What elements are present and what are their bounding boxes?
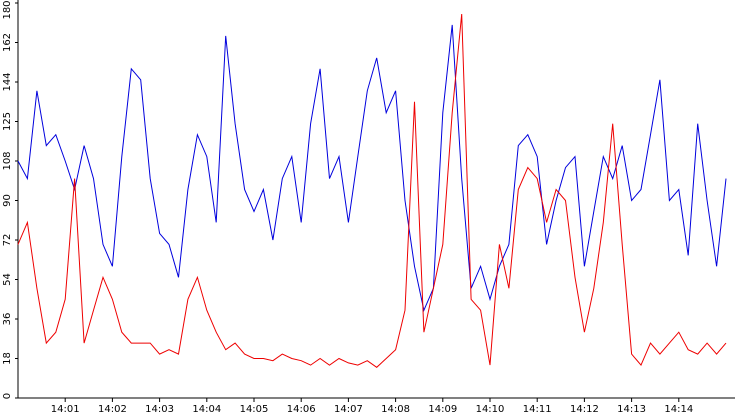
series-line [17, 13, 727, 368]
y-tick-label: 162 [2, 33, 13, 52]
y-tick-label: 0 [2, 393, 13, 399]
y-tick-label: 180 [2, 0, 13, 19]
y-tick-label: 36 [2, 313, 13, 326]
x-tick-label: 14:12 [570, 404, 599, 415]
y-tick-label: 125 [2, 112, 13, 131]
series-line [17, 24, 727, 312]
x-tick-label: 14:13 [617, 404, 646, 415]
x-tick-label: 14:08 [381, 404, 410, 415]
y-tick-label: 72 [2, 234, 13, 247]
y-tick-label: 90 [2, 194, 13, 207]
x-tick-label: 14:14 [664, 404, 693, 415]
y-tick-label: 144 [2, 72, 13, 91]
x-tick-label: 14:10 [476, 404, 505, 415]
x-tick-label: 14:01 [51, 404, 80, 415]
y-tick-label: 108 [2, 151, 13, 170]
y-tick-label: 18 [2, 352, 13, 365]
x-tick-label: 14:02 [98, 404, 127, 415]
x-tick-label: 14:03 [145, 404, 174, 415]
x-tick-label: 14:05 [240, 404, 269, 415]
y-tick-label: 54 [2, 273, 13, 286]
x-tick-label: 14:11 [523, 404, 552, 415]
x-tick-label: 14:04 [192, 404, 221, 415]
x-tick-label: 14:07 [334, 404, 363, 415]
x-tick-label: 14:09 [428, 404, 457, 415]
x-tick-label: 14:06 [287, 404, 316, 415]
